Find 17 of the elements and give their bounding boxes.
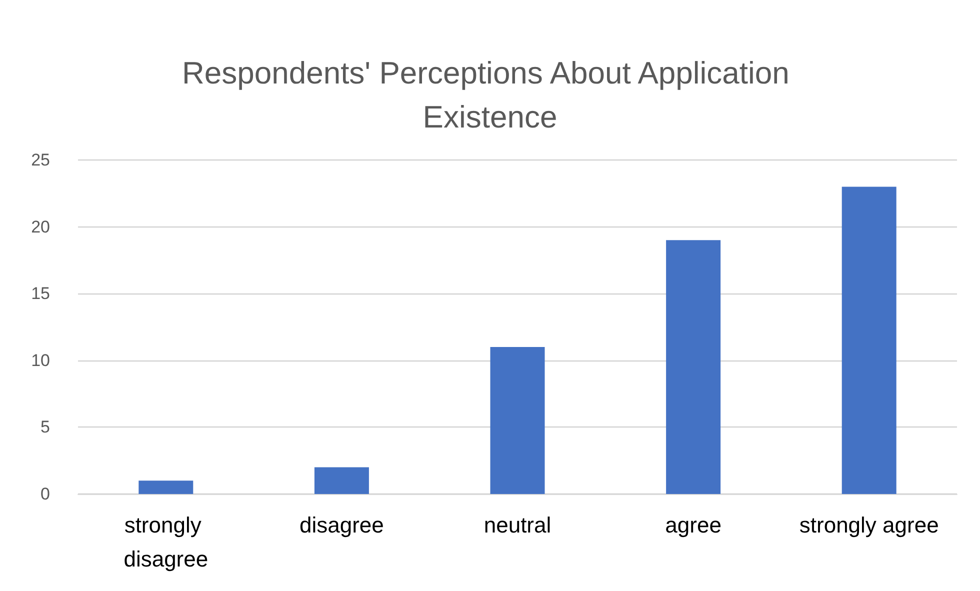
y-tick-label: 15: [31, 284, 50, 304]
y-tick-label: 5: [40, 418, 50, 437]
y-tick-label: 0: [40, 484, 50, 504]
chart-title: Respondents' Perceptions About Application Existence: [182, 56, 798, 134]
y-tick-label: 20: [31, 217, 50, 236]
x-tick-label: strongly agree: [799, 512, 939, 538]
x-tick-label: neutral: [484, 512, 552, 538]
bar: [842, 186, 896, 494]
bar: [490, 347, 545, 494]
y-tick-label: 10: [31, 350, 50, 370]
x-tick-label: agree: [665, 512, 722, 538]
bar: [314, 467, 369, 494]
x-tick-label: disagree: [300, 512, 384, 538]
x-tick-label: strongly disagree: [124, 512, 208, 572]
bar: [666, 240, 721, 494]
y-tick-label: 25: [31, 150, 50, 170]
bar: [138, 480, 194, 494]
